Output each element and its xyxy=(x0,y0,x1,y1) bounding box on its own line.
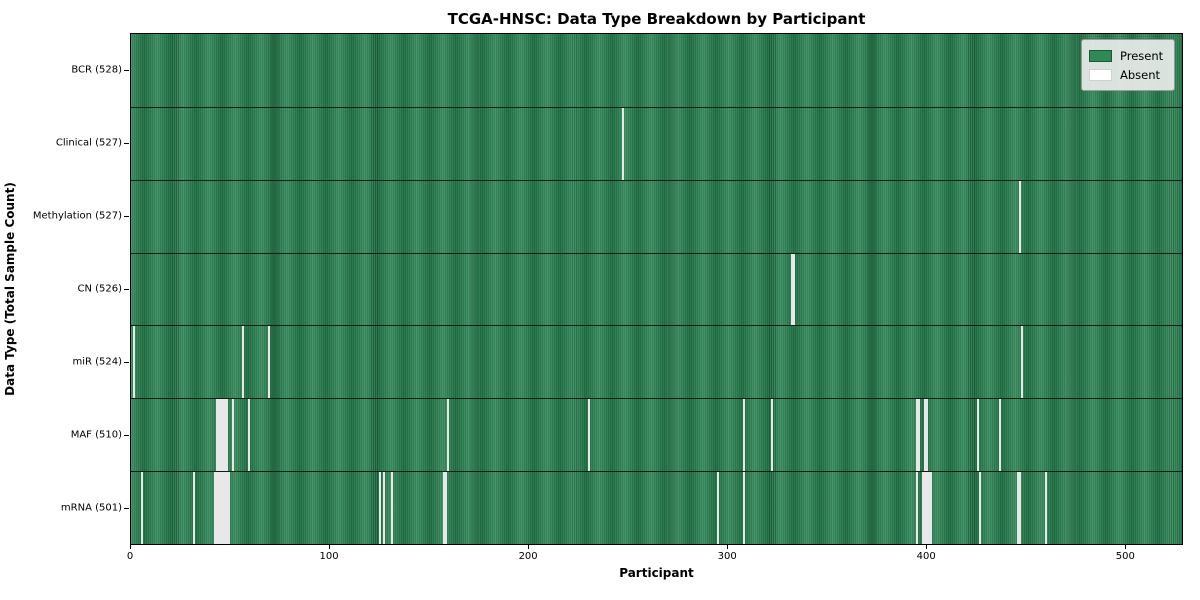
absent-bar xyxy=(268,326,271,399)
absent-bar xyxy=(242,326,245,399)
x-tick-label-200: 200 xyxy=(518,551,538,562)
x-tick-mark xyxy=(1125,545,1127,549)
absent-bar xyxy=(224,472,227,544)
absent-bar xyxy=(132,326,135,399)
absent-bar xyxy=(923,399,926,472)
absent-bar xyxy=(1019,180,1022,253)
x-tick-label-400: 400 xyxy=(916,551,936,562)
absent-bar xyxy=(925,399,928,472)
x-tick-label-500: 500 xyxy=(1115,551,1135,562)
y-tick-label-Methylation: Methylation (527) xyxy=(32,210,122,222)
x-tick-label-100: 100 xyxy=(319,551,339,562)
y-tick-label-CN: CN (526) xyxy=(77,283,122,295)
absent-bar xyxy=(220,399,223,472)
legend: Present Absent xyxy=(1081,39,1175,91)
absent-bar xyxy=(927,472,930,544)
x-tick-mark xyxy=(130,545,131,549)
absent-bar xyxy=(929,472,932,544)
absent-bar xyxy=(228,472,231,544)
absent-bar xyxy=(917,399,920,472)
plot-area xyxy=(130,33,1183,545)
absent-bar xyxy=(587,399,590,472)
legend-entry-present: Present xyxy=(1089,46,1166,65)
y-tick-label-MAF: MAF (510) xyxy=(70,429,122,441)
heatmap-row-mRNA xyxy=(131,471,1182,544)
legend-label-absent: Absent xyxy=(1120,67,1161,82)
absent-bar xyxy=(742,399,745,472)
absent-bar xyxy=(222,399,225,472)
y-tick-mark xyxy=(124,215,129,217)
absent-bar xyxy=(220,472,223,544)
absent-bar xyxy=(790,253,793,326)
heatmap-row-BCR xyxy=(131,34,1182,107)
absent-bar xyxy=(140,472,143,544)
x-tick-label-0: 0 xyxy=(126,551,134,562)
chart-title: TCGA-HNSC: Data Type Breakdown by Partic… xyxy=(447,10,866,28)
absent-bar xyxy=(218,399,221,472)
absent-bar xyxy=(192,472,195,544)
legend-entry-absent: Absent xyxy=(1089,65,1166,84)
absent-bar xyxy=(999,399,1002,472)
x-tick-mark xyxy=(926,545,928,549)
absent-bar xyxy=(792,253,795,326)
heatmap-row-Methylation xyxy=(131,179,1182,253)
absent-bar xyxy=(218,472,221,544)
absent-bar xyxy=(925,472,928,544)
y-tick-mark xyxy=(124,435,129,437)
y-tick-mark xyxy=(124,142,129,144)
heatmap-row-Clinical xyxy=(131,106,1182,180)
absent-bar xyxy=(442,472,445,544)
y-tick-mark xyxy=(124,289,129,290)
absent-bar xyxy=(1021,326,1024,399)
x-tick-mark xyxy=(528,545,530,549)
y-axis-label: Data Type (Total Sample Count) xyxy=(3,182,17,396)
absent-bar xyxy=(915,399,918,472)
absent-bar xyxy=(742,472,745,544)
absent-bar xyxy=(977,399,980,472)
absent-bar xyxy=(214,472,217,544)
absent-bar xyxy=(621,107,624,180)
legend-label-present: Present xyxy=(1120,48,1164,63)
absent-bar xyxy=(222,472,225,544)
heatmap-row-CN xyxy=(131,252,1182,326)
y-tick-mark xyxy=(124,508,129,510)
y-tick-label-mRNA: mRNA (501) xyxy=(60,502,122,514)
absent-bar xyxy=(232,399,235,472)
absent-bar xyxy=(444,472,447,544)
absent-bar xyxy=(1044,472,1047,544)
x-tick-label-300: 300 xyxy=(717,551,737,562)
absent-bar xyxy=(717,472,720,544)
present-swatch-icon xyxy=(1089,49,1112,62)
absent-bar xyxy=(1019,472,1022,544)
absent-bar xyxy=(226,399,229,472)
absent-bar xyxy=(921,472,924,544)
x-tick-mark xyxy=(329,545,331,549)
y-tick-label-BCR: BCR (528) xyxy=(71,64,122,76)
y-tick-mark xyxy=(124,69,129,71)
x-axis-label: Participant xyxy=(619,566,694,580)
heatmap-row-miR xyxy=(131,325,1182,399)
absent-bar xyxy=(224,399,227,472)
absent-swatch-icon xyxy=(1089,68,1112,81)
absent-bar xyxy=(379,472,382,544)
absent-bar xyxy=(923,472,926,544)
absent-bar xyxy=(226,472,229,544)
absent-bar xyxy=(248,399,251,472)
absent-bar xyxy=(446,399,449,472)
x-tick-mark xyxy=(727,545,729,549)
absent-bar xyxy=(1017,472,1020,544)
absent-bar xyxy=(216,472,219,544)
absent-bar xyxy=(216,399,219,472)
y-tick-mark xyxy=(124,362,129,364)
absent-bar xyxy=(383,472,386,544)
heatmap-row-MAF xyxy=(131,398,1182,472)
absent-bar xyxy=(391,472,394,544)
absent-bar xyxy=(979,472,982,544)
y-tick-label-miR: miR (524) xyxy=(72,356,122,368)
y-tick-label-Clinical: Clinical (527) xyxy=(55,137,122,149)
absent-bar xyxy=(770,399,773,472)
absent-bar xyxy=(915,472,918,544)
